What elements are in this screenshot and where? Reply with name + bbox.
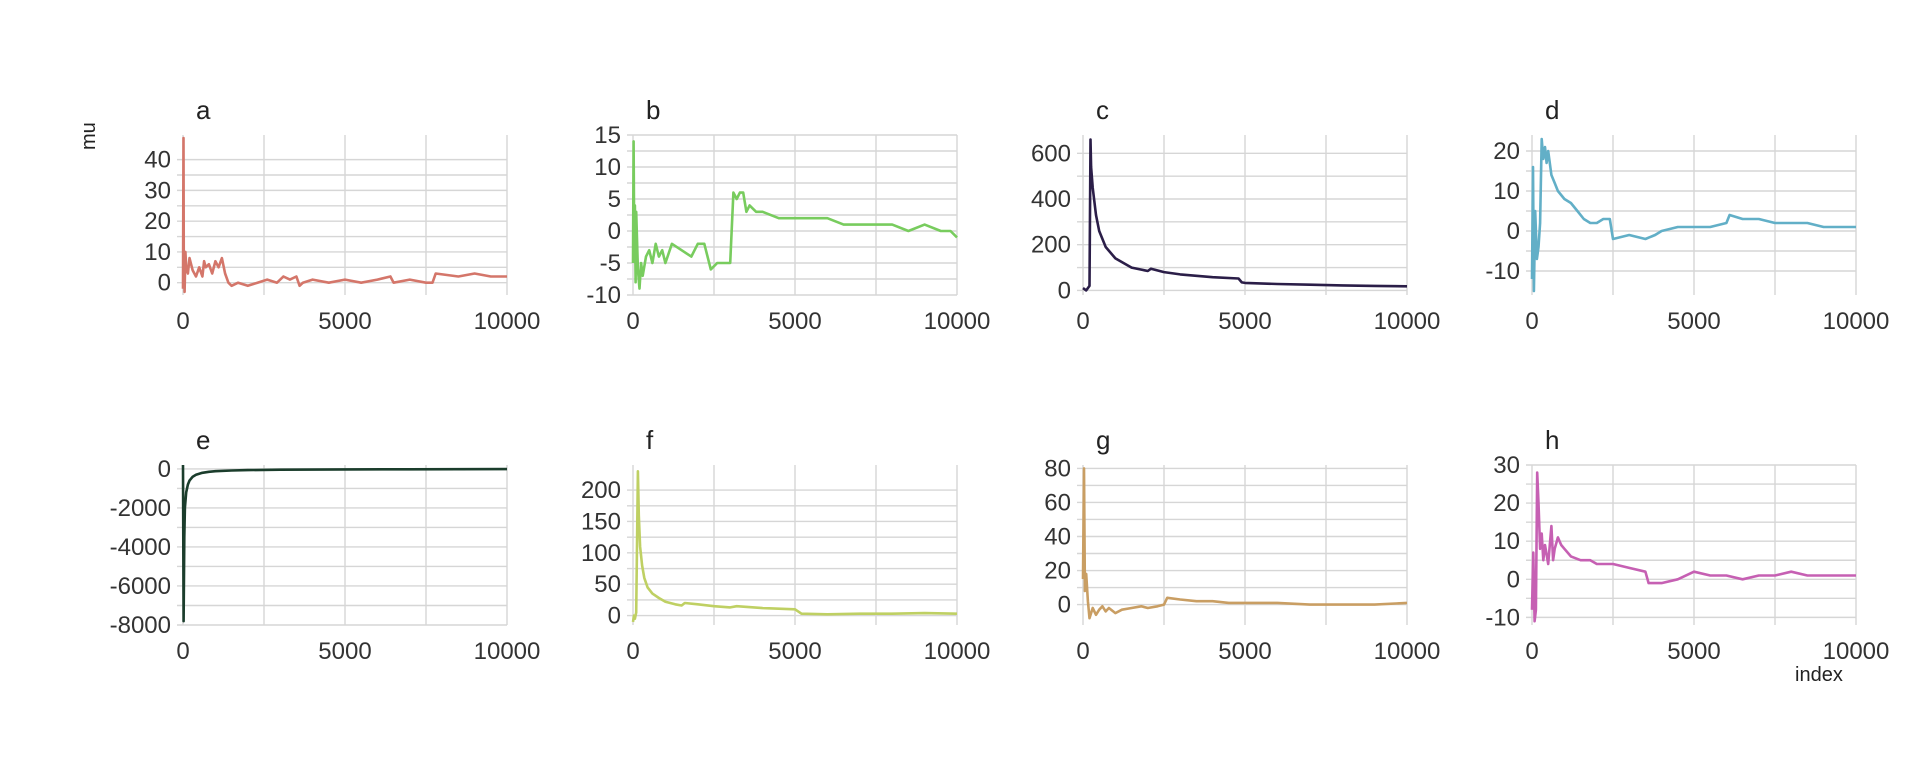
series-line-e	[181, 464, 508, 623]
y-tick-label: 0	[158, 456, 171, 483]
x-tick-label: 5000	[1218, 308, 1271, 335]
panel-c: 0 200 400 600 0 5000 10000 c	[1031, 95, 1440, 335]
panel-title: a	[196, 95, 211, 125]
x-tick-label: 0	[176, 308, 189, 335]
y-tick-label: 60	[1044, 489, 1071, 516]
series-line-g	[1081, 467, 1408, 620]
x-tick-label: 10000	[474, 308, 541, 335]
series-line-f	[631, 469, 958, 623]
y-tick-label: -6000	[110, 573, 171, 600]
y-tick-label: -10	[1485, 604, 1520, 631]
panel-g: 0 20 40 60 80 0 5000 10000 g	[1044, 425, 1440, 665]
y-tick-label: -4000	[110, 534, 171, 561]
shared-x-axis-label: index	[1795, 664, 1843, 686]
x-tick-label: 0	[626, 638, 639, 665]
y-tick-label: 0	[1058, 277, 1071, 304]
y-tick-label: 10	[594, 154, 621, 181]
x-tick-label: 10000	[924, 308, 991, 335]
x-tick-label: 5000	[318, 308, 371, 335]
y-tick-label: 20	[144, 208, 171, 235]
panel-title: d	[1545, 95, 1559, 125]
shared-y-axis-label: mu	[78, 122, 100, 150]
y-tick-label: -8000	[110, 612, 171, 639]
x-tick-label: 5000	[768, 638, 821, 665]
y-tick-label: 0	[608, 603, 621, 630]
y-tick-label: -5	[600, 250, 621, 277]
x-tick-label: 10000	[1823, 308, 1890, 335]
x-tick-label: 5000	[1667, 638, 1720, 665]
y-tick-label: 10	[144, 239, 171, 266]
x-tick-label: 10000	[924, 638, 991, 665]
series-line-h	[1530, 471, 1856, 623]
y-tick-label: 0	[1507, 566, 1520, 593]
series-line-a	[181, 136, 507, 294]
panel-title: e	[196, 425, 210, 455]
y-tick-label: 20	[1493, 138, 1520, 165]
x-tick-label: 10000	[1374, 638, 1441, 665]
x-tick-label: 0	[1076, 308, 1089, 335]
y-tick-label: 30	[1493, 452, 1520, 479]
x-tick-label: 5000	[1667, 308, 1720, 335]
y-tick-label: 400	[1031, 186, 1071, 213]
series-line-b	[631, 140, 958, 290]
x-tick-label: 0	[1525, 638, 1538, 665]
y-tick-label: -10	[586, 282, 621, 309]
series-line-d	[1530, 137, 1856, 293]
y-tick-label: 20	[1044, 558, 1071, 585]
y-tick-label: 200	[581, 477, 621, 504]
y-tick-label: 150	[581, 508, 621, 535]
series-line-c	[1082, 138, 1408, 292]
x-tick-label: 0	[1076, 638, 1089, 665]
panel-a: 0 10 20 30 40 0 5000 10000 a	[144, 95, 540, 335]
y-tick-label: 100	[581, 540, 621, 567]
y-tick-label: 15	[594, 122, 621, 149]
panel-f: 0 50 100 150 200 0 5000 10000 f	[581, 425, 990, 665]
y-tick-label: 10	[1493, 178, 1520, 205]
y-tick-label: 200	[1031, 232, 1071, 259]
y-tick-label: 30	[144, 177, 171, 204]
panel-title: c	[1096, 95, 1109, 125]
x-tick-label: 10000	[1823, 638, 1890, 665]
y-tick-label: 0	[1507, 218, 1520, 245]
y-tick-label: 40	[144, 147, 171, 174]
y-tick-label: 20	[1493, 490, 1520, 517]
x-tick-label: 5000	[768, 308, 821, 335]
x-tick-label: 0	[626, 308, 639, 335]
x-tick-label: 5000	[1218, 638, 1271, 665]
panel-title: f	[646, 425, 654, 455]
panel-title: b	[646, 95, 660, 125]
x-tick-label: 0	[1525, 308, 1538, 335]
y-tick-label: 50	[594, 571, 621, 598]
y-tick-label: 0	[1058, 592, 1071, 619]
x-tick-label: 10000	[474, 638, 541, 665]
x-tick-label: 10000	[1374, 308, 1441, 335]
y-tick-label: 600	[1031, 140, 1071, 167]
y-tick-label: 10	[1493, 528, 1520, 555]
y-tick-label: -2000	[110, 495, 171, 522]
panel-title: g	[1096, 425, 1110, 455]
x-tick-label: 0	[176, 638, 189, 665]
y-tick-label: 0	[608, 218, 621, 245]
y-tick-label: 80	[1044, 455, 1071, 482]
y-tick-label: -10	[1485, 258, 1520, 285]
y-tick-label: 40	[1044, 523, 1071, 550]
panel-title: h	[1545, 425, 1559, 455]
panel-b: -10 -5 0 5 10 15 0 5000 10000 b	[586, 95, 990, 335]
x-tick-label: 5000	[318, 638, 371, 665]
y-tick-label: 5	[608, 186, 621, 213]
y-tick-label: 0	[158, 270, 171, 297]
